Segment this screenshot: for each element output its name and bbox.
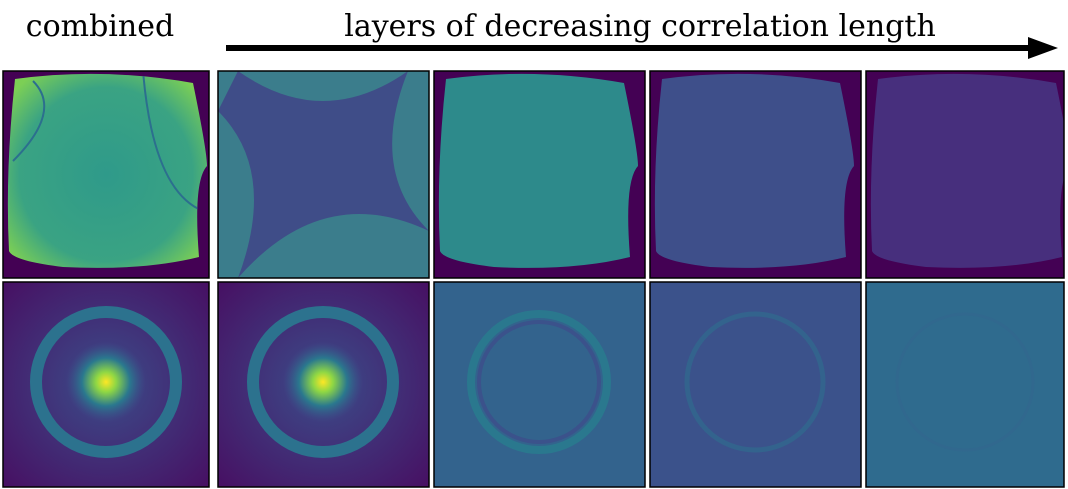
panel-bottom-5 — [866, 282, 1064, 487]
panel-top-4 — [650, 71, 861, 278]
panel-top-3 — [434, 71, 645, 278]
arrow-label: layers of decreasing correlation length — [344, 9, 936, 44]
panel-top-5 — [866, 71, 1064, 278]
arrow-head — [1028, 37, 1058, 59]
panel-top-1 — [3, 71, 209, 278]
panel-bottom-1 — [3, 282, 209, 487]
panel-bottom-3 — [434, 282, 645, 487]
panel-bottom-4 — [650, 282, 861, 487]
panel-top-2 — [218, 71, 429, 278]
figure: combined layers of decreasing correlatio… — [0, 0, 1068, 489]
combined-label: combined — [26, 9, 174, 44]
panel-bottom-2 — [218, 282, 429, 487]
